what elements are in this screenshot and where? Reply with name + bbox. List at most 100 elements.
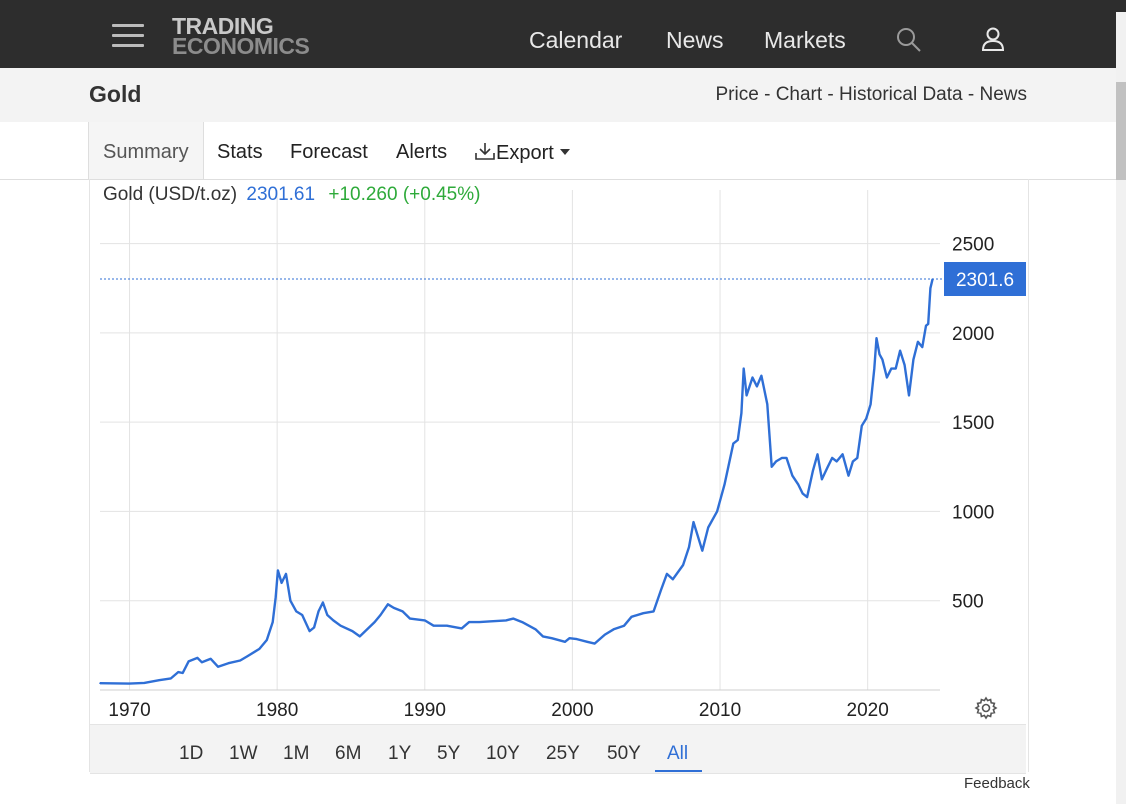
tabs-row: Summary Stats Forecast Alerts Export [0, 122, 1116, 180]
hamburger-menu-icon[interactable] [112, 24, 144, 48]
data-point [392, 607, 395, 609]
data-point [812, 469, 814, 472]
scrollbar-up-arrow[interactable] [1116, 0, 1126, 12]
data-point [512, 617, 515, 620]
data-point [170, 677, 172, 680]
chart-frame [89, 179, 1029, 772]
y-tick-label: 1500 [952, 413, 994, 434]
x-tick-label: 2020 [847, 700, 889, 721]
tab-export[interactable]: Export [474, 141, 571, 165]
user-icon[interactable] [980, 26, 1006, 52]
data-point [785, 457, 788, 459]
data-point [468, 621, 470, 623]
data-point [289, 599, 292, 602]
data-point [99, 682, 101, 685]
data-point [409, 617, 411, 620]
nav-news[interactable]: News [666, 27, 724, 53]
data-point [666, 573, 668, 575]
data-point [865, 417, 867, 420]
range-6m[interactable]: 6M [335, 743, 362, 764]
tab-summary[interactable]: Summary [88, 122, 204, 179]
sub-links: Price - Chart - Historical Data - News [715, 84, 1028, 105]
data-point [612, 628, 615, 631]
series-line [99, 278, 934, 685]
data-point [201, 661, 203, 664]
data-point [860, 424, 863, 427]
data-point [791, 474, 794, 477]
range-all[interactable]: All [667, 743, 689, 764]
page-scrollbar[interactable] [1116, 0, 1126, 804]
data-point [490, 620, 493, 623]
x-tick-label: 1990 [404, 700, 446, 721]
data-point [931, 278, 934, 280]
tab-alerts[interactable]: Alerts [396, 141, 448, 163]
data-point [460, 627, 463, 630]
data-point [568, 637, 571, 640]
data-point [630, 615, 633, 618]
data-point [550, 637, 553, 640]
data-point [886, 376, 888, 379]
data-point [875, 337, 878, 340]
data-point [373, 621, 376, 623]
search-icon[interactable] [896, 27, 922, 53]
range-10y[interactable]: 10Y [486, 743, 520, 764]
x-tick-label: 2010 [699, 700, 741, 721]
range-1w[interactable]: 1W [229, 743, 258, 764]
data-point [801, 492, 804, 495]
range-1m[interactable]: 1M [283, 743, 310, 764]
data-point [280, 582, 283, 584]
range-5y[interactable]: 5Y [437, 743, 461, 764]
feedback-link[interactable]: Feedback [964, 775, 1030, 792]
data-point [534, 628, 537, 631]
link-chart[interactable]: Chart [775, 84, 823, 105]
data-point [869, 403, 872, 406]
data-point [878, 353, 881, 356]
logo-line-1: TRADING [172, 13, 274, 39]
data-point [760, 374, 763, 377]
data-point [227, 662, 230, 665]
data-point [271, 621, 274, 623]
data-point [740, 412, 743, 415]
data-point [745, 394, 748, 397]
data-point [890, 367, 893, 370]
range-1d[interactable]: 1D [179, 743, 204, 764]
data-point [586, 640, 588, 643]
data-point [701, 549, 704, 552]
site-logo[interactable]: TRADING ECONOMICS [172, 13, 310, 58]
settings-gear-icon[interactable] [974, 696, 998, 720]
data-point [295, 610, 298, 613]
range-25y[interactable]: 25Y [546, 743, 580, 764]
data-point [732, 442, 735, 445]
data-point [921, 346, 924, 348]
nav-calendar[interactable]: Calendar [529, 27, 623, 53]
data-point [359, 635, 361, 638]
export-label: Export [496, 142, 554, 164]
nav-markets[interactable]: Markets [764, 27, 846, 53]
data-point [847, 474, 850, 477]
x-tick-label: 1980 [256, 700, 298, 721]
link-news[interactable]: News [979, 84, 1027, 105]
last-value-label: 2301.6 [956, 270, 1014, 291]
data-point [593, 642, 596, 645]
link-price[interactable]: Price [715, 84, 759, 105]
link-historical-data[interactable]: Historical Data [839, 84, 963, 105]
tab-forecast[interactable]: Forecast [290, 141, 368, 163]
data-point [707, 526, 710, 529]
data-point [274, 596, 277, 598]
data-point [285, 573, 287, 575]
data-point [894, 367, 897, 370]
data-point [432, 624, 435, 627]
title-bar: Gold Price - Chart - Historical Data - N… [0, 68, 1116, 123]
tab-stats[interactable]: Stats [217, 141, 263, 163]
data-point [379, 614, 382, 616]
data-point [688, 546, 690, 548]
data-point [756, 385, 758, 388]
y-tick-label: 1000 [952, 502, 994, 523]
caret-down-icon [560, 149, 571, 155]
range-1y[interactable]: 1Y [388, 743, 412, 764]
range-50y[interactable]: 50Y [607, 743, 641, 764]
scrollbar-thumb[interactable] [1116, 82, 1126, 180]
data-point [716, 510, 718, 513]
data-point [827, 465, 829, 468]
